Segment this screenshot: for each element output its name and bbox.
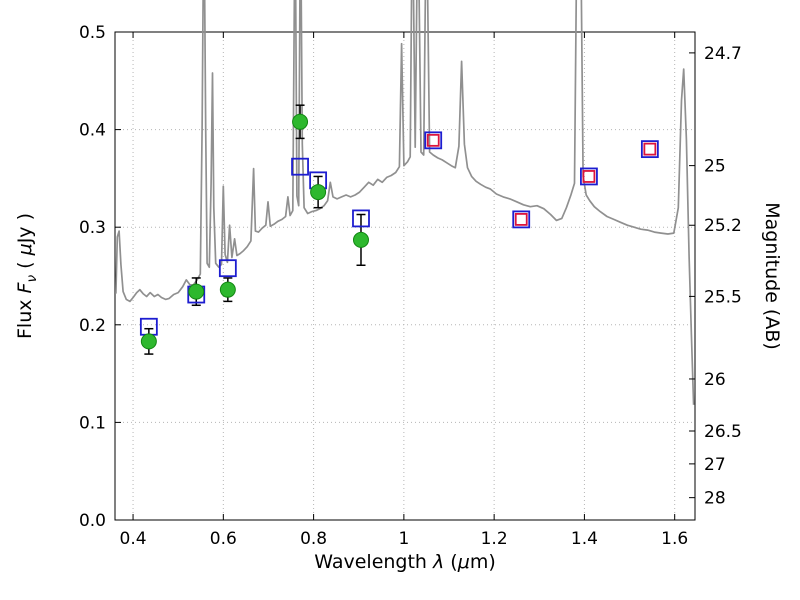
mu-symbol: μ bbox=[457, 551, 470, 573]
y-tick-label-right: 25 bbox=[704, 157, 726, 177]
y-tick-label-right: 28 bbox=[704, 489, 726, 509]
x-tick-label: 0.4 bbox=[120, 529, 147, 549]
mu-symbol: μ bbox=[14, 243, 37, 256]
y-tick-label-right: 25.2 bbox=[704, 216, 742, 236]
model-photometry-square bbox=[218, 259, 237, 278]
lambda-symbol: λ bbox=[433, 551, 445, 573]
y-tick-label-right: 24.7 bbox=[704, 44, 742, 64]
model-photometry-square-inner bbox=[514, 212, 528, 226]
observed-photometry-point bbox=[140, 333, 157, 350]
x-tick-label: 1 bbox=[398, 529, 409, 549]
y-tick-label-left: 0.2 bbox=[79, 316, 106, 336]
y-axis-label-left: Flux Fν ( μJy ) bbox=[14, 212, 40, 340]
model-photometry-square-outer bbox=[424, 131, 443, 150]
observed-photometry-point bbox=[188, 283, 205, 300]
x-axis-label: Wavelength λ (μm) bbox=[314, 551, 496, 573]
y-tick-label-right: 26 bbox=[704, 370, 726, 390]
y-axis-label-right: Magnitude (AB) bbox=[761, 202, 783, 350]
observed-photometry-point bbox=[310, 184, 327, 201]
model-photometry-square-outer bbox=[580, 167, 598, 186]
model-photometry-square-outer bbox=[512, 210, 531, 229]
y-tick-label-left: 0.0 bbox=[79, 511, 106, 531]
observed-photometry-point bbox=[219, 281, 236, 298]
axes-frame bbox=[114, 31, 696, 521]
observed-photometry-point bbox=[292, 113, 309, 130]
y-tick-label-left: 0.1 bbox=[79, 413, 106, 433]
x-tick-label: 0.6 bbox=[210, 529, 237, 549]
x-tick-label: 0.8 bbox=[300, 529, 327, 549]
model-photometry-square-inner bbox=[582, 170, 596, 183]
model-spectrum-line bbox=[115, 0, 695, 405]
flux-subscript-nu: ν bbox=[23, 274, 40, 283]
y-tick-label-right: 25.5 bbox=[704, 287, 742, 307]
model-photometry-square-outer bbox=[640, 140, 659, 159]
y-tick-label-left: 0.5 bbox=[79, 23, 106, 43]
x-tick-label: 1.4 bbox=[571, 529, 598, 549]
xlabel-text: Wavelength bbox=[314, 551, 434, 573]
y-tick-label-left: 0.3 bbox=[79, 218, 106, 238]
y-tick-label-right: 27 bbox=[704, 455, 726, 475]
model-photometry-square bbox=[291, 157, 309, 176]
y-tick-label-left: 0.4 bbox=[79, 121, 106, 141]
x-tick-label: 1.2 bbox=[481, 529, 508, 549]
model-photometry-square-inner bbox=[643, 142, 657, 156]
y-tick-label-right: 26.5 bbox=[704, 422, 742, 442]
ylabel-left-text: Flux bbox=[14, 293, 37, 340]
x-tick-label: 1.6 bbox=[661, 529, 688, 549]
observed-photometry-point bbox=[352, 231, 369, 248]
flux-symbol: F bbox=[14, 282, 37, 294]
model-photometry-square-inner bbox=[426, 133, 440, 147]
model-photometry-square bbox=[352, 209, 370, 228]
